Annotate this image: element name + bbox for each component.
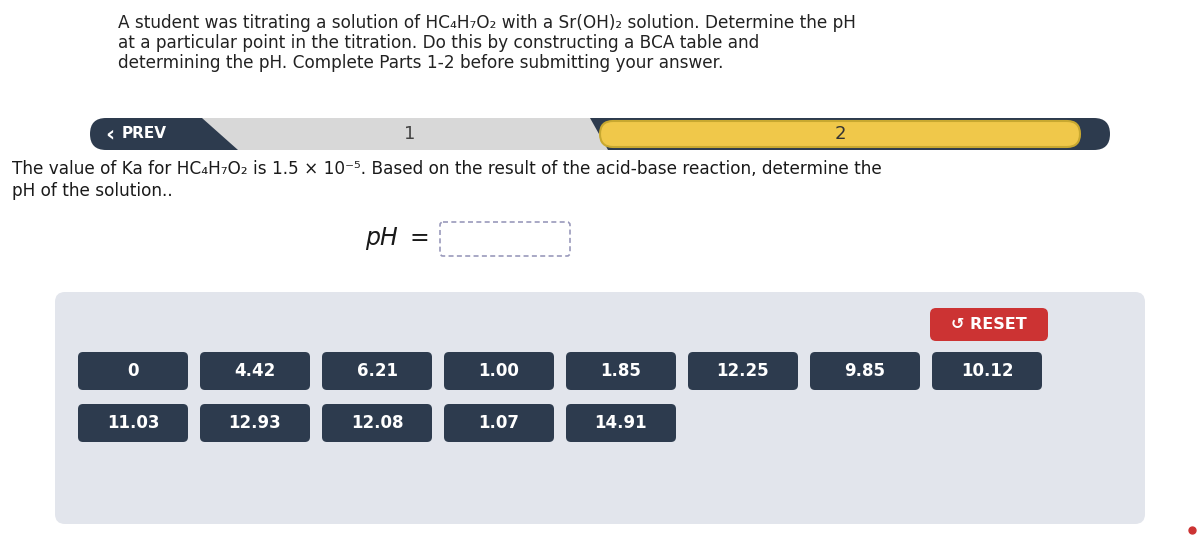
Text: 14.91: 14.91 <box>595 414 647 432</box>
FancyBboxPatch shape <box>688 352 798 390</box>
Text: 1.00: 1.00 <box>479 362 520 380</box>
Text: 1: 1 <box>404 125 415 143</box>
Text: pH of the solution..: pH of the solution.. <box>12 182 173 200</box>
FancyBboxPatch shape <box>566 404 676 442</box>
FancyBboxPatch shape <box>930 308 1048 341</box>
Text: 2: 2 <box>834 125 846 143</box>
Text: 12.25: 12.25 <box>716 362 769 380</box>
FancyBboxPatch shape <box>90 118 1110 150</box>
FancyBboxPatch shape <box>78 352 188 390</box>
Text: The value of Ka for HC₄H₇O₂ is 1.5 × 10⁻⁵. Based on the result of the acid-base : The value of Ka for HC₄H₇O₂ is 1.5 × 10⁻… <box>12 160 882 178</box>
FancyBboxPatch shape <box>322 352 432 390</box>
FancyBboxPatch shape <box>810 352 920 390</box>
Text: 1.07: 1.07 <box>479 414 520 432</box>
Text: at a particular point in the titration. Do this by constructing a BCA table and: at a particular point in the titration. … <box>118 34 760 52</box>
Text: 10.12: 10.12 <box>961 362 1013 380</box>
Text: 6.21: 6.21 <box>356 362 397 380</box>
FancyBboxPatch shape <box>444 404 554 442</box>
FancyBboxPatch shape <box>200 352 310 390</box>
FancyBboxPatch shape <box>55 292 1145 524</box>
FancyBboxPatch shape <box>322 404 432 442</box>
Text: determining the pH. Complete Parts 1-2 before submitting your answer.: determining the pH. Complete Parts 1-2 b… <box>118 54 724 72</box>
Text: 1.85: 1.85 <box>600 362 642 380</box>
FancyBboxPatch shape <box>600 121 1080 147</box>
Text: 9.85: 9.85 <box>845 362 886 380</box>
Text: PREV: PREV <box>122 127 167 142</box>
Polygon shape <box>202 118 608 150</box>
Text: ‹: ‹ <box>106 124 114 144</box>
Text: 4.42: 4.42 <box>234 362 276 380</box>
FancyBboxPatch shape <box>932 352 1042 390</box>
Text: =: = <box>410 226 430 250</box>
Text: 0: 0 <box>127 362 139 380</box>
Text: pH: pH <box>365 226 397 250</box>
Text: 12.08: 12.08 <box>350 414 403 432</box>
FancyBboxPatch shape <box>440 222 570 256</box>
FancyBboxPatch shape <box>566 352 676 390</box>
FancyBboxPatch shape <box>78 404 188 442</box>
Text: 12.93: 12.93 <box>229 414 281 432</box>
Text: ↺ RESET: ↺ RESET <box>952 317 1027 332</box>
FancyBboxPatch shape <box>200 404 310 442</box>
Text: 11.03: 11.03 <box>107 414 160 432</box>
Text: A student was titrating a solution of HC₄H₇O₂ with a Sr(OH)₂ solution. Determine: A student was titrating a solution of HC… <box>118 14 856 32</box>
FancyBboxPatch shape <box>444 352 554 390</box>
